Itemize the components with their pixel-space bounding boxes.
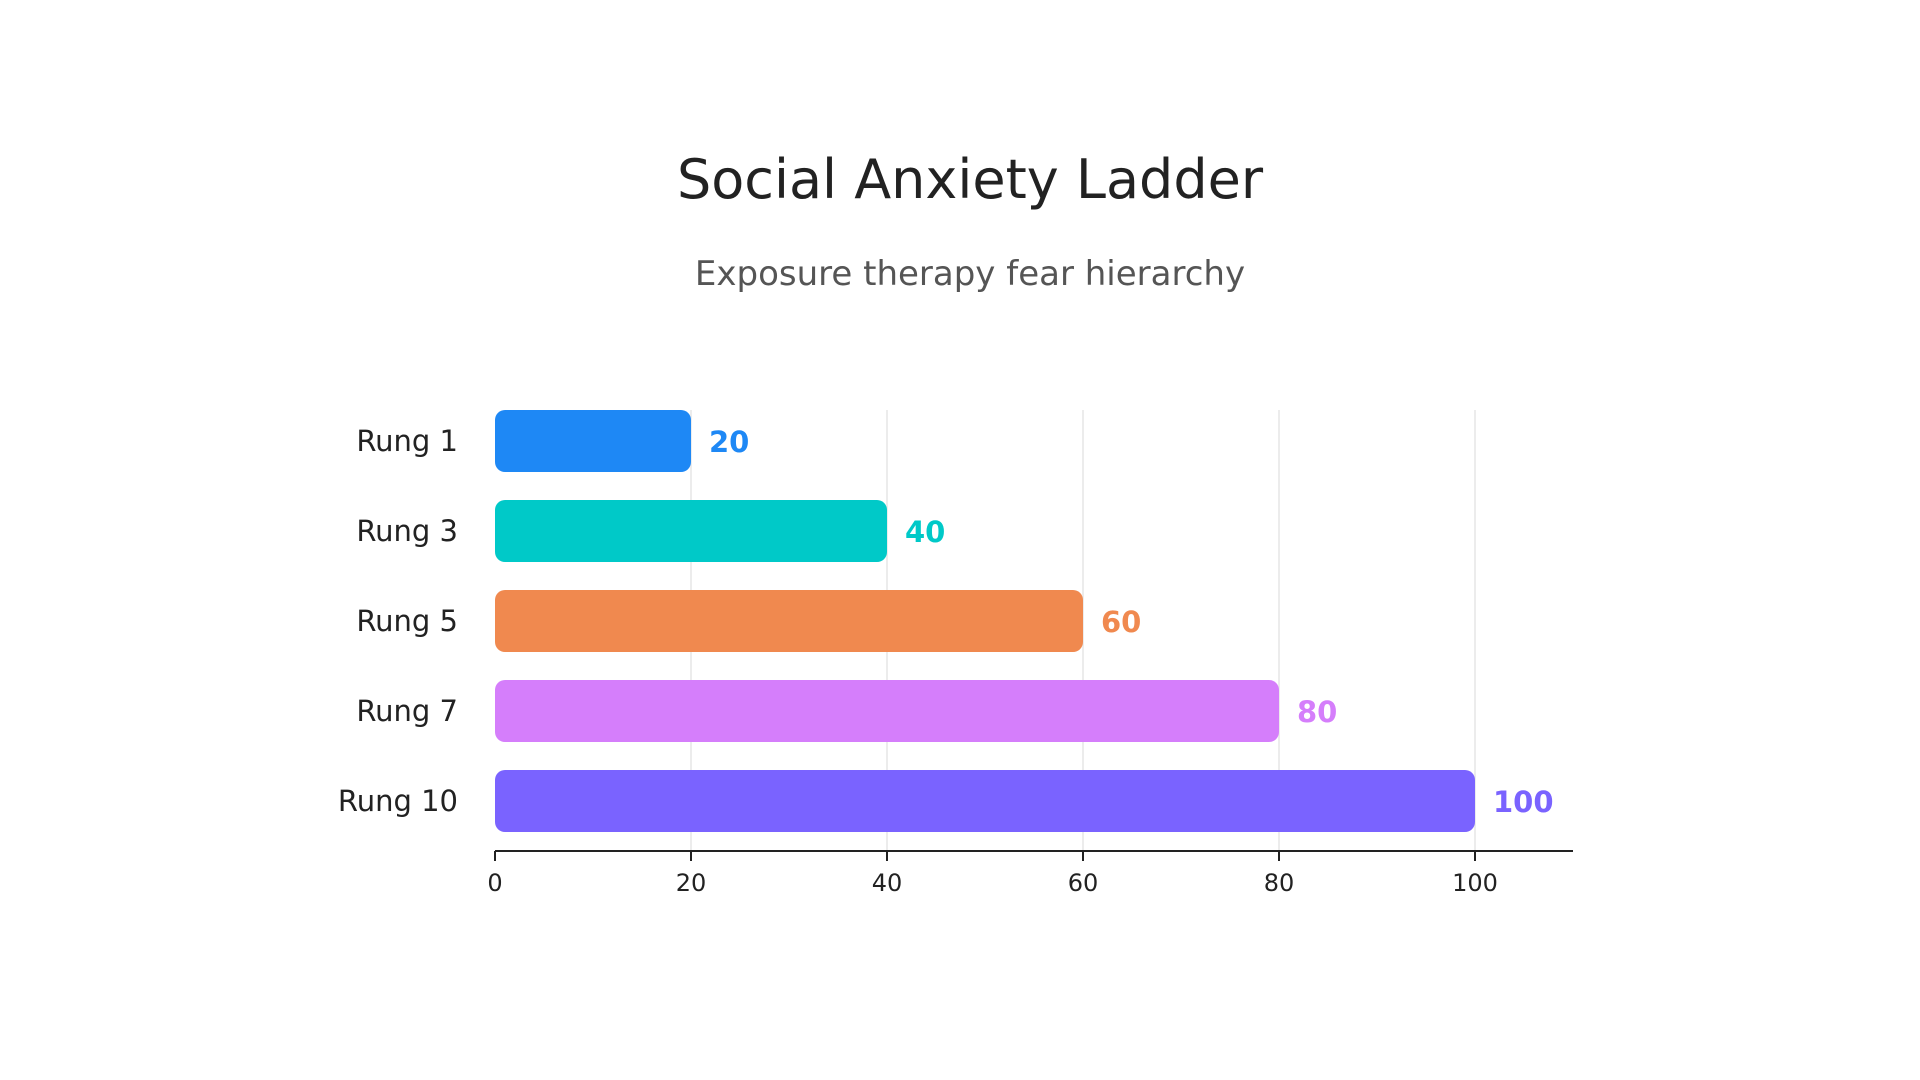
bar: [495, 770, 1475, 832]
bars: Rung 1 20 Rung 3 40 Rung 5 60 Rung 7 80 Rung 10 1…: [338, 410, 1554, 832]
x-tick-label: 60: [1068, 869, 1099, 897]
bar: [495, 500, 887, 562]
x-tick-label: 0: [487, 869, 502, 897]
bar: [495, 680, 1279, 742]
category-label: Rung 3: [356, 514, 458, 548]
chart-title: Social Anxiety Ladder: [677, 148, 1264, 211]
category-label: Rung 10: [338, 784, 458, 818]
bar: [495, 590, 1083, 652]
x-tick-label: 40: [872, 869, 903, 897]
value-label: 100: [1493, 785, 1554, 819]
value-label: 80: [1297, 695, 1337, 729]
x-tick-label: 80: [1264, 869, 1295, 897]
value-label: 40: [905, 515, 945, 549]
category-label: Rung 5: [356, 604, 458, 638]
x-tick-label: 100: [1452, 869, 1498, 897]
category-label: Rung 1: [356, 424, 458, 458]
value-label: 20: [709, 425, 749, 459]
x-tick-label: 20: [676, 869, 707, 897]
chart-subtitle: Exposure therapy fear hierarchy: [695, 254, 1245, 294]
category-label: Rung 7: [356, 694, 458, 728]
value-label: 60: [1101, 605, 1141, 639]
x-axis: 0 20 40 60 80 100: [487, 850, 1573, 897]
bar: [495, 410, 691, 472]
